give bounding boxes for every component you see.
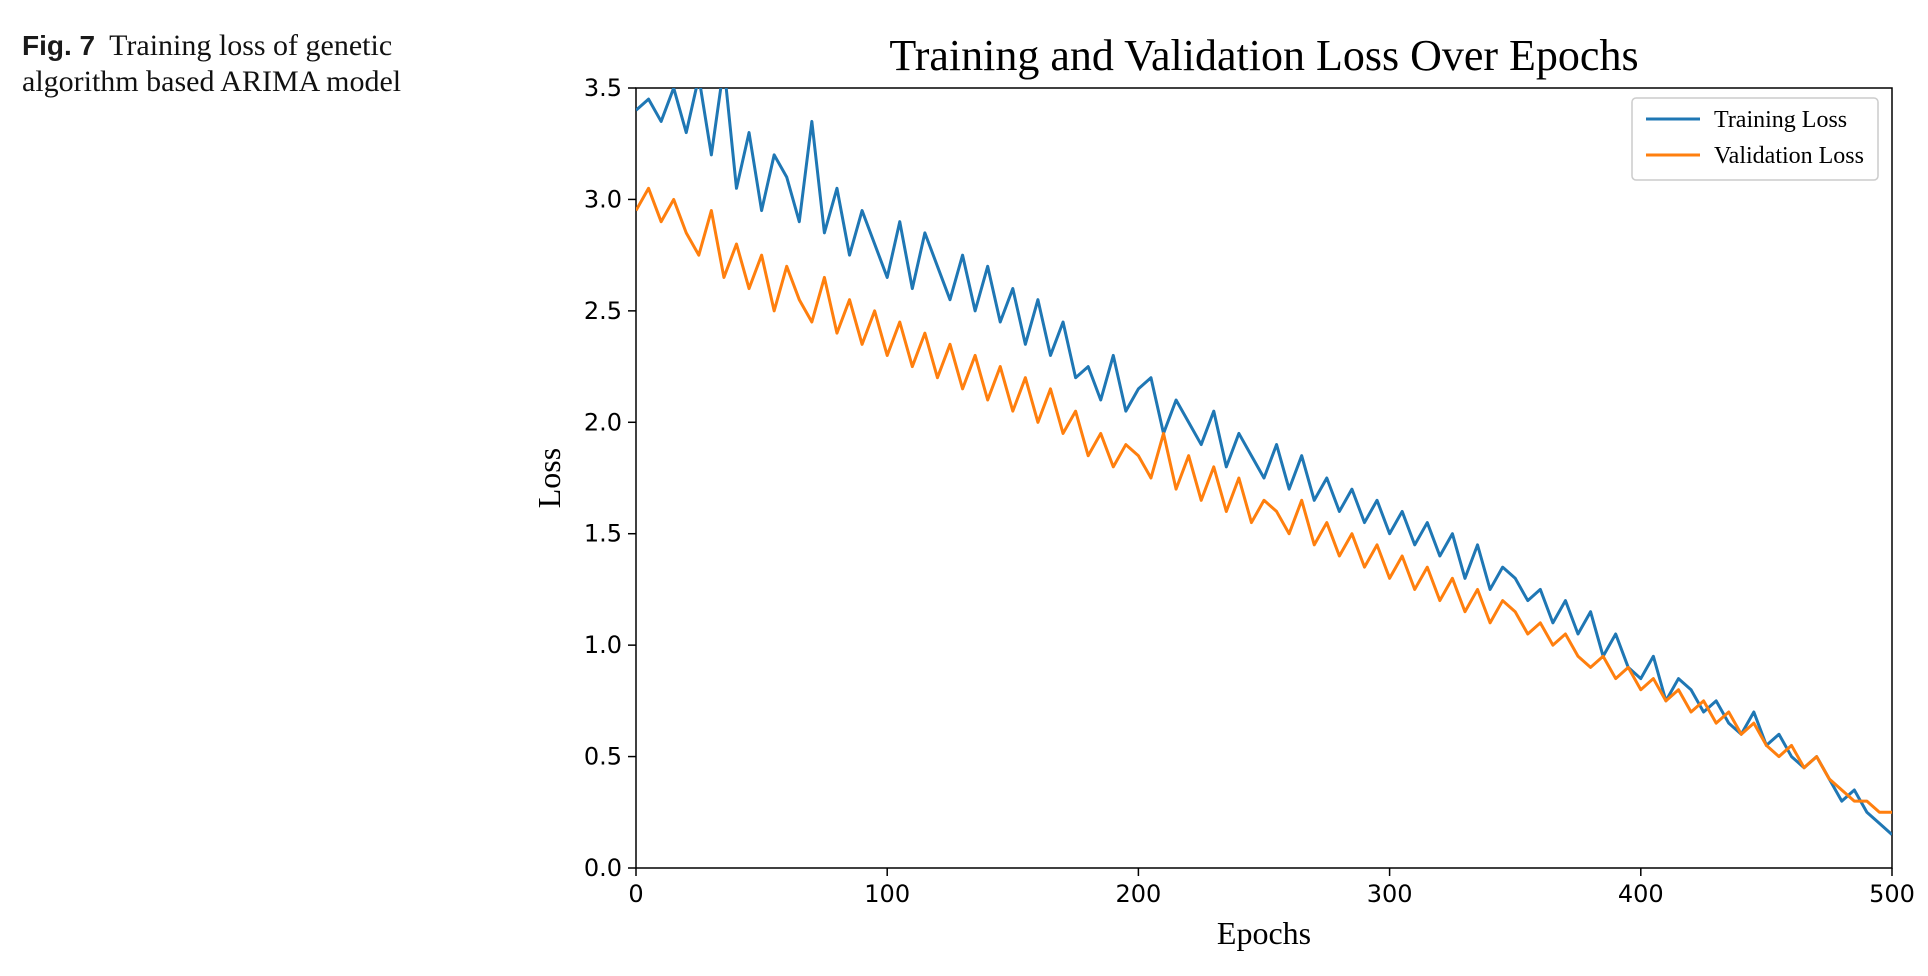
y-tick-label: 0.0: [584, 854, 622, 882]
y-tick-label: 2.5: [584, 297, 622, 325]
legend-label-training-loss: Training Loss: [1714, 107, 1847, 133]
series-layer: [636, 88, 1892, 836]
x-axis-ticks: 0 100 200 300 400 500: [628, 868, 1915, 908]
figure-caption: Fig. 7 Training loss of genetic algorithm…: [22, 28, 462, 100]
chart-legend: Training Loss Validation Loss: [1631, 97, 1879, 181]
y-tick-label: 0.5: [584, 743, 622, 771]
x-tick-label: 300: [1367, 880, 1413, 908]
y-tick-label: 3.5: [584, 74, 622, 102]
y-axis-ticks: 0.0 0.5 1.0 1.5 2.0 2.5 3.0 3.5: [584, 74, 636, 882]
x-tick-label: 0: [628, 880, 643, 908]
y-tick-label: 3.0: [584, 185, 622, 213]
y-tick-label: 1.5: [584, 520, 622, 548]
y-tick-label: 1.0: [584, 631, 622, 659]
training-loss-line: [636, 88, 1892, 836]
validation-loss-line: [636, 186, 1892, 814]
x-tick-label: 400: [1618, 880, 1664, 908]
x-tick-label: 500: [1869, 880, 1915, 908]
figure-caption-text: Training loss of genetic algorithm based…: [22, 29, 402, 98]
figure-label: Fig. 7: [22, 30, 96, 61]
y-tick-label: 2.0: [584, 408, 622, 436]
legend-label-validation-loss: Validation Loss: [1714, 143, 1864, 169]
plot-frame: [635, 87, 1893, 869]
x-axis-title: Epochs: [1217, 915, 1311, 951]
y-axis-title: Loss: [531, 448, 567, 508]
plot-area: [635, 87, 1893, 869]
x-tick-label: 200: [1115, 880, 1161, 908]
x-tick-label: 100: [864, 880, 910, 908]
chart-title: Training and Validation Loss Over Epochs: [889, 31, 1638, 80]
